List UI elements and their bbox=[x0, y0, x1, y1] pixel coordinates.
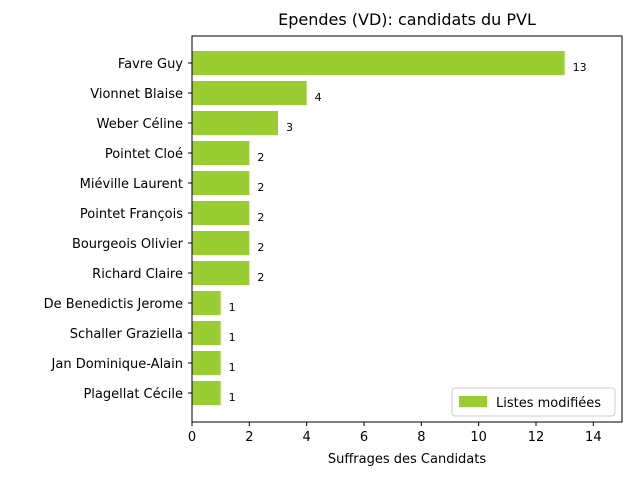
bar-value-label: 3 bbox=[286, 121, 293, 134]
y-tick-label: De Benedictis Jerome bbox=[44, 297, 183, 312]
bar bbox=[192, 231, 250, 255]
x-tick-label: 6 bbox=[360, 430, 368, 445]
bar bbox=[192, 81, 307, 105]
x-tick-label: 4 bbox=[303, 430, 311, 445]
bar bbox=[192, 51, 565, 75]
x-tick-label: 14 bbox=[585, 430, 602, 445]
bar-value-label: 2 bbox=[257, 211, 264, 224]
y-tick-label: Pointet François bbox=[80, 207, 183, 222]
plot-frame bbox=[191, 35, 623, 423]
bar-value-label: 1 bbox=[229, 391, 236, 404]
legend-swatch bbox=[459, 396, 487, 407]
y-tick-label: Weber Céline bbox=[97, 117, 183, 132]
bar-value-label: 2 bbox=[257, 151, 264, 164]
bar-value-label: 1 bbox=[229, 361, 236, 374]
legend: Listes modifiées bbox=[451, 387, 616, 417]
y-tick-label: Jan Dominique-Alain bbox=[51, 357, 183, 372]
y-tick-label: Miéville Laurent bbox=[80, 177, 183, 192]
bar-value-label: 2 bbox=[257, 241, 264, 254]
x-axis-ticks: 0 2 4 6 8 10 12 14 bbox=[188, 422, 602, 445]
bar bbox=[192, 111, 278, 135]
x-axis-label: Suffrages des Candidats bbox=[328, 452, 487, 467]
x-tick-label: 2 bbox=[245, 430, 253, 445]
y-tick-label: Schaller Graziella bbox=[70, 327, 183, 342]
bar-value-label: 13 bbox=[573, 61, 587, 74]
bar bbox=[192, 261, 250, 285]
chart-title: Ependes (VD): candidats du PVL bbox=[278, 10, 536, 29]
bar bbox=[192, 381, 221, 405]
y-tick-label: Richard Claire bbox=[92, 267, 183, 282]
bar bbox=[192, 351, 221, 375]
y-tick-label: Pointet Cloé bbox=[105, 147, 183, 162]
x-tick-label: 12 bbox=[528, 430, 545, 445]
y-tick-labels: Favre Guy Vionnet Blaise Weber Céline Point… bbox=[44, 57, 192, 402]
bars-group: 13 4 3 2 2 2 2 2 1 1 1 1 bbox=[192, 51, 587, 405]
x-tick-label: 10 bbox=[470, 430, 487, 445]
y-tick-label: Vionnet Blaise bbox=[90, 87, 183, 102]
legend-box bbox=[451, 387, 616, 417]
x-tick-label: 0 bbox=[188, 430, 196, 445]
bar-value-label: 2 bbox=[257, 181, 264, 194]
bar-value-label: 2 bbox=[257, 271, 264, 284]
bar-value-label: 4 bbox=[315, 91, 322, 104]
y-tick-label: Bourgeois Olivier bbox=[72, 237, 184, 252]
x-tick-label: 8 bbox=[417, 430, 425, 445]
legend-label: Listes modifiées bbox=[496, 396, 601, 411]
bar-value-label: 1 bbox=[229, 331, 236, 344]
bar bbox=[192, 171, 250, 195]
y-tick-label: Favre Guy bbox=[118, 57, 183, 72]
bar bbox=[192, 291, 221, 315]
bar bbox=[192, 321, 221, 345]
bar bbox=[192, 141, 250, 165]
bar bbox=[192, 201, 250, 225]
y-tick-label: Plagellat Cécile bbox=[83, 387, 183, 402]
bar-value-label: 1 bbox=[229, 301, 236, 314]
